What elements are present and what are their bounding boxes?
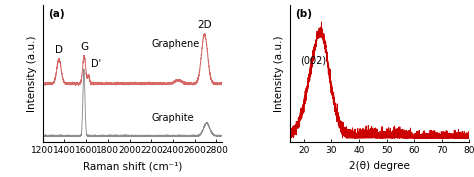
Text: (b): (b)	[295, 9, 312, 19]
Text: G: G	[80, 42, 88, 52]
Text: Graphite: Graphite	[151, 113, 194, 123]
Text: 2D: 2D	[197, 20, 212, 30]
Text: D': D'	[91, 59, 101, 69]
X-axis label: 2(θ) degree: 2(θ) degree	[349, 161, 410, 171]
Text: (a): (a)	[48, 9, 64, 19]
Text: (002): (002)	[300, 55, 326, 65]
Y-axis label: Intensity (a.u.): Intensity (a.u.)	[27, 35, 37, 112]
Y-axis label: Intensity (a.u.): Intensity (a.u.)	[274, 35, 284, 112]
Text: Graphene: Graphene	[151, 39, 200, 49]
Text: D: D	[55, 45, 63, 55]
X-axis label: Raman shift (cm⁻¹): Raman shift (cm⁻¹)	[82, 161, 182, 171]
